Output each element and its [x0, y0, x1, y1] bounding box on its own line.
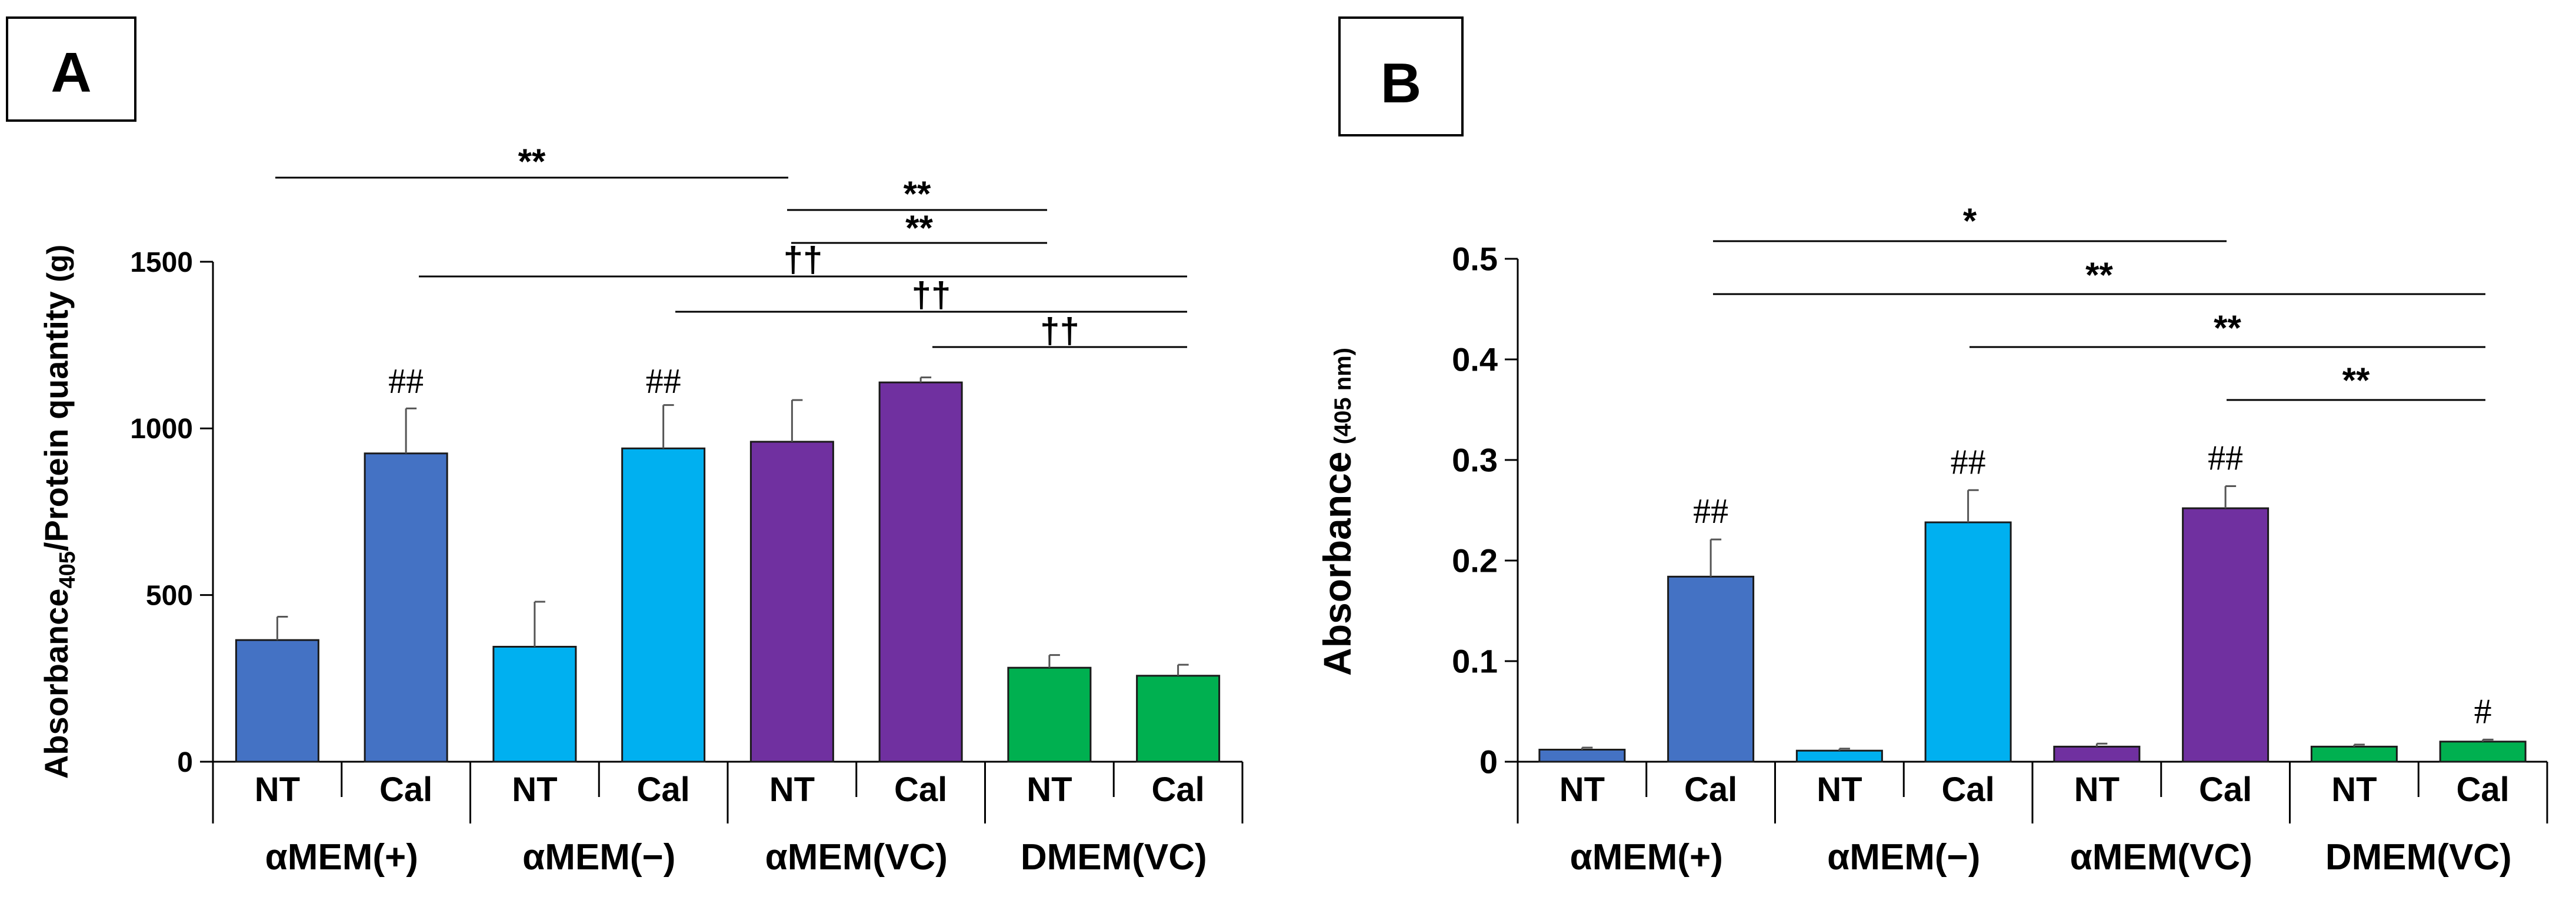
group-label: αMEM(−) — [1827, 837, 1980, 878]
significance-mark: ## — [646, 362, 681, 401]
comparison-label: ** — [2085, 255, 2113, 295]
significance-mark: # — [2474, 692, 2492, 731]
y-axis-title-unit: (g) — [41, 245, 74, 282]
bar-nt-0 — [235, 639, 319, 763]
bar-nt-6 — [1007, 666, 1092, 763]
bar-cal-5 — [2182, 507, 2270, 763]
category-label: NT — [769, 771, 815, 809]
y-axis-title-unit: (405 nm) — [1330, 348, 1356, 445]
panel-label: B — [1381, 52, 1421, 115]
category-label: Cal — [379, 771, 432, 809]
category-label: Cal — [1151, 771, 1204, 809]
category-label: NT — [2331, 771, 2377, 809]
group-label: αMEM(+) — [1570, 837, 1723, 878]
category-label: NT — [2074, 771, 2120, 809]
y-tick-label: 0.4 — [1452, 341, 1498, 378]
y-tick-label: 0.5 — [1452, 241, 1498, 278]
category-label: Cal — [1684, 771, 1737, 809]
bar-cal-7 — [2439, 741, 2527, 763]
comparison-label: †† — [912, 275, 951, 315]
comparison-label: ** — [518, 142, 546, 181]
y-tick-label: 500 — [146, 580, 193, 611]
category-label: Cal — [894, 771, 947, 809]
category-label: Cal — [2199, 771, 2252, 809]
comparison-label: ** — [904, 174, 931, 214]
group-label: DMEM(VC) — [1021, 837, 1207, 878]
bar-nt-4 — [2053, 745, 2141, 763]
significance-mark: ## — [2208, 438, 2243, 477]
bar-nt-0 — [1538, 748, 1626, 763]
category-label: NT — [255, 771, 300, 809]
category-label: NT — [1559, 771, 1605, 809]
y-tick-label: 0 — [1479, 743, 1498, 781]
bar-nt-6 — [2310, 745, 2398, 763]
y-tick-label: 1000 — [130, 414, 193, 445]
group-label: αMEM(+) — [265, 837, 418, 878]
bar-cal-1 — [1667, 575, 1755, 763]
bar-nt-2 — [1795, 749, 1883, 763]
significance-mark: ## — [1951, 442, 1986, 481]
significance-mark: ## — [1693, 492, 1728, 531]
bar-cal-3 — [1924, 521, 2012, 763]
bar-cal-3 — [621, 447, 706, 763]
y-axis-title-subscript: 405 — [55, 551, 80, 588]
comparison-label: ** — [905, 208, 933, 248]
y-tick-label: 0 — [177, 747, 193, 778]
panel-label: A — [51, 41, 91, 104]
group-label: αMEM(−) — [522, 837, 675, 878]
group-label: αMEM(VC) — [765, 837, 948, 878]
panel-label-box — [1338, 16, 1464, 136]
bar-cal-5 — [878, 381, 963, 763]
panel-label-box — [6, 16, 136, 122]
bar-nt-2 — [492, 646, 577, 763]
group-label: αMEM(VC) — [2070, 837, 2252, 878]
comparison-label: †† — [1040, 311, 1079, 351]
comparison-label: * — [1963, 201, 1977, 241]
bar-cal-1 — [364, 452, 448, 763]
category-label: Cal — [2456, 771, 2509, 809]
group-label: DMEM(VC) — [2325, 837, 2512, 878]
category-label: NT — [1817, 771, 1862, 809]
comparison-label: †† — [784, 240, 823, 279]
y-tick-label: 0.3 — [1452, 442, 1498, 479]
comparison-label: ** — [2342, 361, 2370, 400]
bar-nt-4 — [749, 441, 834, 763]
category-label: NT — [512, 771, 557, 809]
y-axis-title: Absorbance (405 nm) — [1315, 348, 1359, 676]
category-label: Cal — [636, 771, 689, 809]
y-tick-label: 1500 — [130, 247, 193, 278]
comparison-label: ** — [2214, 308, 2241, 348]
y-axis-title-main: Absorbance — [1315, 452, 1359, 676]
category-label: Cal — [1941, 771, 1994, 809]
significance-mark: ## — [388, 362, 424, 401]
y-axis-title: Absorbance405/Protein quantity (g) — [38, 245, 80, 779]
category-label: NT — [1027, 771, 1072, 809]
y-axis-title-rest: /Protein quantity — [38, 282, 75, 551]
bar-cal-7 — [1136, 675, 1221, 763]
y-axis-title-main: Absorbance — [38, 588, 75, 779]
y-tick-label: 0.1 — [1452, 643, 1498, 680]
y-tick-label: 0.2 — [1452, 542, 1498, 579]
chart-panel-a: A 0 500 1000 1500 Absorbance405/Protein quant… — [6, 16, 1244, 878]
chart-panel-b: B 0 0.1 0.2 0.3 0.4 0.5 Absorbance (405 nm) NT ## C… — [1315, 16, 2548, 878]
